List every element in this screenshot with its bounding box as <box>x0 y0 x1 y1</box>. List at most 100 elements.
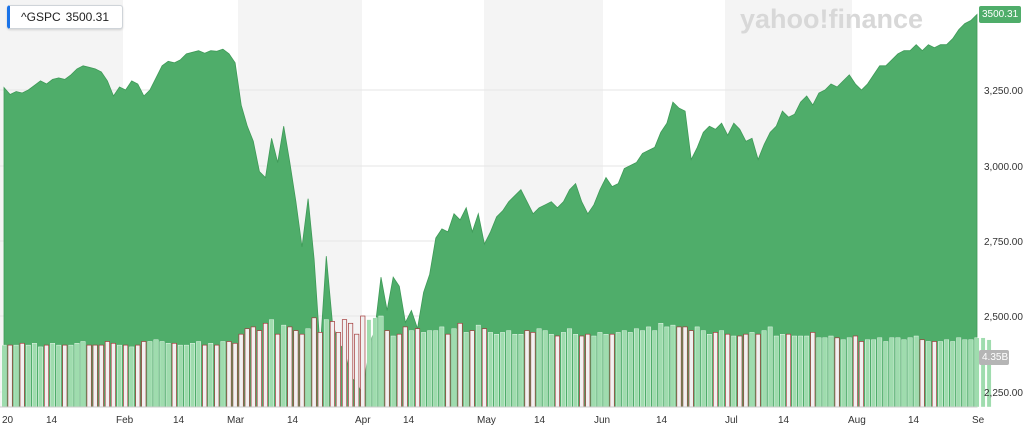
volume-bar <box>773 335 779 408</box>
volume-bar <box>518 334 524 408</box>
volume-bar <box>421 332 426 408</box>
volume-bar <box>743 333 749 408</box>
volume-bar <box>475 324 481 408</box>
y-tick-label: 2,750.00 <box>984 237 1023 248</box>
volume-bar <box>907 337 913 408</box>
volume-bar <box>707 334 712 408</box>
volume-bar <box>68 344 74 408</box>
volume-bar <box>123 344 129 408</box>
volume-bar <box>865 339 870 408</box>
volume-bar <box>335 332 341 408</box>
x-tick-label: 14 <box>287 415 299 426</box>
volume-bar <box>269 319 274 408</box>
volume-bar <box>208 343 214 408</box>
volume-bar <box>785 333 792 408</box>
volume-bar <box>402 326 408 408</box>
volume-bar <box>293 330 299 408</box>
volume-bar <box>354 333 360 408</box>
volume-bar <box>80 341 86 408</box>
volume-bar <box>110 342 116 408</box>
volume-bar <box>676 326 682 408</box>
price-area[interactable] <box>3 13 978 408</box>
x-tick-label: Aug <box>848 415 866 426</box>
volume-bar <box>104 341 110 408</box>
volume-bar <box>883 341 889 408</box>
x-tick-label: Feb <box>116 415 134 426</box>
volume-bar <box>43 344 50 408</box>
volume-bar <box>737 335 743 408</box>
volume-bar <box>414 328 421 408</box>
ticker-badge[interactable]: ^GSPC 3500.31 <box>7 5 124 29</box>
yahoo-finance-watermark: yahoo!finance <box>740 4 923 34</box>
x-axis-ticks: 20 14 Feb 14 Mar 14 Apr 14 May 14 Jun 14 Jul 14 Aug 14 S… <box>2 415 985 426</box>
volume-bar <box>585 333 591 408</box>
volume-bar <box>536 328 542 408</box>
volume-bar <box>86 344 92 408</box>
volume-bar <box>968 339 974 408</box>
x-tick-label: 14 <box>656 415 668 426</box>
volume-bar <box>700 330 706 408</box>
volume-bar <box>725 333 731 408</box>
volume-bar <box>1 344 7 408</box>
volume-bar <box>792 335 797 408</box>
volume-bar <box>98 344 104 408</box>
volume-bar <box>262 322 269 408</box>
volume-bar <box>360 315 366 408</box>
x-tick-label: 14 <box>46 415 58 426</box>
volume-bar <box>615 332 621 408</box>
volume-bar <box>889 337 895 408</box>
volume-bar <box>396 333 402 408</box>
volume-bar <box>895 337 901 408</box>
volume-bar <box>38 346 43 408</box>
volume-bar <box>177 344 183 408</box>
volume-bar <box>846 337 852 408</box>
volume-bar <box>287 326 293 408</box>
volume-bar <box>56 344 62 408</box>
volume-bar <box>141 341 147 408</box>
volume-bar <box>202 344 208 408</box>
volume-bar <box>62 344 68 408</box>
volume-bar <box>317 332 323 408</box>
volume-bar <box>834 337 840 408</box>
volume-bar <box>183 344 189 408</box>
volume-bar <box>457 322 463 408</box>
volume-bar <box>469 330 475 408</box>
volume-bar <box>153 339 159 408</box>
volume-bar <box>329 321 335 408</box>
y-tick-label: 3,000.00 <box>984 162 1023 173</box>
x-tick-label: Mar <box>227 415 245 426</box>
volume-bar <box>913 335 919 408</box>
volume-bar <box>810 332 816 408</box>
volume-bar <box>19 342 25 408</box>
volume-bar <box>548 334 554 408</box>
y-tick-label: 2,500.00 <box>984 312 1023 323</box>
volume-bar <box>92 344 98 408</box>
x-tick-label: 14 <box>778 415 790 426</box>
volume-bar <box>214 344 220 408</box>
volume-bar <box>7 344 13 408</box>
volume-bar <box>816 337 822 408</box>
volume-bar <box>299 333 305 408</box>
volume-bar <box>378 315 384 408</box>
volume-bar <box>348 322 354 408</box>
volume-bar <box>171 342 177 408</box>
volume-bar <box>597 332 603 408</box>
volume-bar <box>323 319 329 408</box>
volume-bar <box>877 337 883 408</box>
volume-bar <box>761 330 767 408</box>
volume-bar <box>232 342 238 408</box>
volume-bar <box>780 334 785 408</box>
volume-bar <box>658 323 664 408</box>
volume-bar <box>627 332 633 408</box>
y-axis-ticks: 3,250.00 3,000.00 2,750.00 2,500.00 2,250.00 <box>984 86 1023 399</box>
volume-bar <box>980 337 986 408</box>
volume-bar <box>238 333 244 408</box>
volume-bar <box>962 339 968 408</box>
volume-bar <box>634 328 639 408</box>
volume-bar <box>117 344 122 408</box>
volume-bar <box>159 341 165 408</box>
volume-bar <box>13 344 19 408</box>
volume-bar <box>311 317 317 408</box>
volume-bar <box>196 341 201 408</box>
